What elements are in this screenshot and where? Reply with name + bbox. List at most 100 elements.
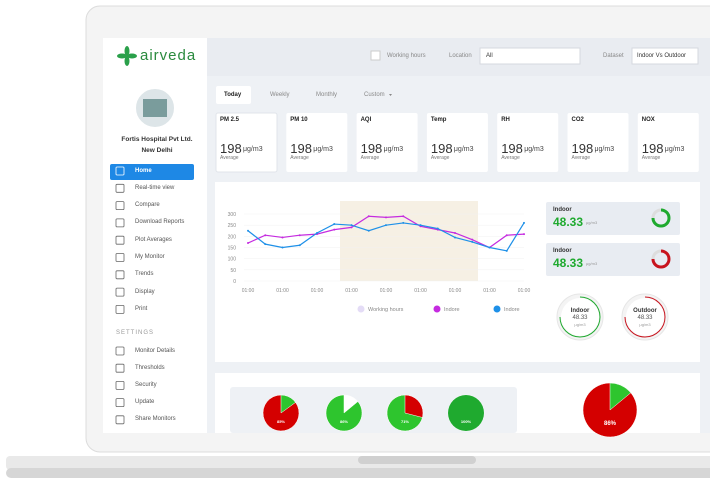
menu-icon: [115, 235, 125, 245]
card-note: Average: [501, 155, 520, 161]
line-point: [471, 238, 474, 241]
checkbox[interactable]: [370, 50, 381, 61]
gauge-name: Outdoor: [633, 308, 657, 314]
tab[interactable]: Today: [224, 92, 242, 98]
card: [215, 112, 278, 173]
x-tick-label: 01:00: [345, 288, 358, 294]
pie-slice: [325, 394, 363, 432]
menu-item[interactable]: Download Reports: [135, 219, 185, 226]
menu-icon: [115, 304, 125, 314]
line-point: [350, 226, 353, 229]
tab[interactable]: Custom: [364, 92, 385, 98]
line-point: [316, 231, 318, 234]
card-label: NOX: [641, 117, 655, 123]
line-point: [281, 236, 284, 239]
line-point: [505, 234, 508, 237]
line-point: [471, 240, 474, 243]
pie-slice: [582, 382, 638, 438]
line-point: [298, 244, 301, 247]
dataset-label: Dataset: [603, 53, 624, 59]
y-tick-label: 300: [228, 212, 237, 218]
card-value: 198: [501, 141, 523, 156]
x-tick-label: 01:00: [414, 288, 427, 294]
pie-subpanel: [230, 387, 517, 433]
line-point: [281, 246, 284, 249]
line-point: [333, 228, 336, 231]
y-tick-label: 100: [228, 257, 237, 263]
location-value[interactable]: All: [486, 53, 493, 59]
menu-icon: [115, 201, 125, 211]
line-point: [523, 233, 525, 236]
card-unit: μg/m3: [594, 146, 615, 153]
menu-item[interactable]: Real-time view: [135, 184, 175, 191]
dropdown-caret: [389, 94, 392, 96]
location-select[interactable]: [479, 47, 581, 65]
card-note: Average: [571, 155, 591, 161]
dataset-select[interactable]: [631, 47, 699, 65]
dataset-value[interactable]: Indoor Vs Outdoor: [637, 53, 687, 59]
line-point: [419, 224, 422, 227]
menu-active-bg: [110, 164, 194, 180]
line-point: [488, 246, 491, 249]
brand-logo: [117, 46, 137, 66]
line-point: [402, 221, 405, 224]
summary-name: Indoor: [553, 248, 572, 254]
x-tick-label: 01:00: [311, 288, 324, 294]
menu-item[interactable]: Home: [135, 167, 152, 174]
tab[interactable]: Monthly: [316, 92, 338, 98]
card-unit: μg/m3: [243, 146, 263, 153]
menu-item[interactable]: Monitor Details: [135, 347, 176, 354]
card-label: AQI: [360, 117, 372, 123]
menu-item[interactable]: Security: [135, 381, 157, 388]
summary-name: Indoor: [553, 207, 572, 213]
menu-item[interactable]: Plot Averages: [135, 236, 172, 243]
gauge-arc: [624, 296, 666, 338]
summary-unit: μg/m3: [586, 220, 598, 225]
summary-value: 48.33: [553, 215, 584, 229]
menu-item[interactable]: Display: [135, 288, 155, 295]
pie-label: 85%: [277, 419, 285, 424]
card-label: RH: [501, 117, 510, 123]
x-tick-label: 01:00: [276, 288, 289, 294]
summary-box: [546, 243, 680, 276]
menu-item[interactable]: Thresholds: [135, 364, 165, 371]
menu-item[interactable]: Update: [135, 399, 155, 406]
card-note: Average: [430, 155, 450, 161]
menu-icon: [115, 270, 125, 280]
card-note: Average: [220, 155, 239, 161]
card-value: 198: [571, 141, 594, 156]
line-point: [454, 236, 456, 239]
menu-item[interactable]: Share Monitors: [135, 416, 176, 423]
line-point: [385, 216, 387, 219]
card-unit: μg/m3: [664, 146, 685, 153]
ring-arc: [651, 249, 671, 269]
pie-slice: [448, 395, 484, 431]
pie-slice: [386, 394, 423, 432]
line-point: [298, 234, 301, 237]
card-value: 198: [641, 141, 664, 156]
card: [497, 113, 559, 172]
menu-item[interactable]: Print: [135, 305, 148, 312]
card: [356, 113, 418, 172]
legend-label: Indore: [444, 307, 460, 313]
menu-icon: [115, 415, 125, 425]
tab[interactable]: Weekly: [270, 92, 290, 98]
menu-item[interactable]: My Monitor: [135, 254, 165, 260]
gauge-value: 48.33: [572, 315, 588, 321]
menu-item[interactable]: Compare: [135, 202, 160, 209]
menu-icon: [115, 166, 125, 176]
x-tick-label: 01:00: [518, 288, 531, 294]
menu-icon: [115, 346, 125, 356]
y-tick-label: 200: [228, 234, 237, 240]
y-tick-label: 150: [228, 246, 237, 252]
x-tick-label: 01:00: [380, 288, 393, 294]
card-note: Average: [290, 155, 309, 161]
ring-arc: [651, 208, 671, 228]
line-point: [247, 229, 249, 232]
menu-item[interactable]: Trends: [135, 271, 154, 278]
laptop-base: [6, 456, 710, 470]
card-unit: μg/m3: [453, 146, 474, 153]
x-tick-label: 01:00: [483, 288, 496, 294]
gauge-unit: μg/m3: [639, 322, 651, 327]
summary-value: 48.33: [553, 256, 584, 270]
